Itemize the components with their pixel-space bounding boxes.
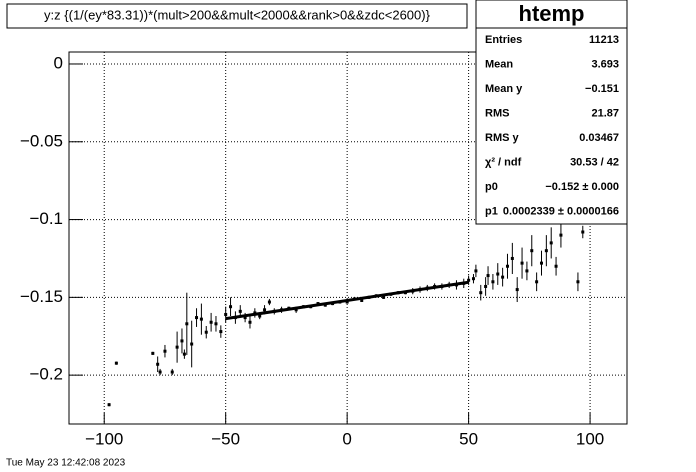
point	[515, 288, 519, 292]
point	[195, 316, 199, 320]
point	[294, 308, 298, 312]
stats-header-box	[475, 0, 628, 29]
stats-label: RMS y	[485, 132, 520, 144]
x-tick-label: 50	[459, 429, 478, 448]
point	[163, 349, 167, 353]
point	[520, 261, 524, 265]
point	[549, 241, 553, 245]
point	[243, 316, 247, 320]
point	[539, 261, 543, 265]
point	[185, 322, 189, 326]
stats-value: 0.0002339 ± 0.0000166	[503, 205, 619, 217]
point	[199, 317, 203, 321]
stats-title: htemp	[519, 1, 585, 26]
point	[229, 305, 233, 309]
point	[467, 278, 471, 282]
point	[525, 269, 529, 273]
point	[471, 277, 475, 281]
stats-label: Mean	[485, 58, 513, 70]
point	[238, 309, 242, 313]
footer: Tue May 23 12:42:08 2023	[6, 458, 126, 469]
point	[544, 249, 548, 253]
stats-value: 0.03467	[579, 132, 619, 144]
point	[267, 300, 271, 304]
point	[581, 230, 585, 234]
y-tick-label: 0	[54, 53, 63, 72]
point	[158, 370, 162, 374]
point	[484, 284, 488, 288]
point	[505, 264, 509, 268]
x-tick-label: −50	[211, 429, 240, 448]
stats-label: Mean y	[485, 83, 523, 95]
point	[535, 280, 539, 284]
point	[258, 314, 262, 318]
x-tick-label: 0	[342, 429, 351, 448]
stats-value: −0.152 ± 0.000	[545, 181, 619, 193]
x-tick-label: 100	[576, 429, 604, 448]
y-tick-label: −0.05	[20, 131, 63, 150]
stats-label: p0	[485, 181, 498, 193]
point	[491, 280, 495, 284]
title-box	[6, 3, 468, 29]
point	[530, 249, 534, 253]
stats-value: 21.87	[591, 107, 619, 119]
point	[219, 330, 223, 334]
stats-box	[475, 27, 628, 225]
point	[263, 308, 267, 312]
point	[180, 339, 184, 343]
point	[345, 300, 349, 304]
point	[114, 361, 118, 365]
point	[156, 362, 160, 366]
stats-label: RMS	[485, 107, 509, 119]
point	[204, 330, 208, 334]
chart-title: y:z {(1/(ey*83.31))*(mult>200&&mult<2000…	[44, 7, 431, 22]
point	[175, 345, 179, 349]
stats-value: −0.151	[585, 83, 619, 95]
point	[382, 295, 386, 299]
point	[501, 275, 505, 279]
point	[479, 291, 483, 295]
point	[190, 342, 194, 346]
y-tick-label: −0.15	[20, 287, 63, 306]
point	[214, 322, 218, 326]
point	[224, 312, 228, 316]
point	[474, 269, 478, 273]
point	[486, 274, 490, 278]
point	[107, 403, 111, 407]
point	[209, 320, 213, 324]
point	[559, 233, 563, 237]
y-tick-label: −0.2	[29, 365, 63, 384]
point	[248, 320, 252, 324]
point	[510, 256, 514, 260]
y-tick-label: −0.1	[29, 209, 63, 228]
point	[170, 370, 174, 374]
fit-line	[225, 280, 469, 321]
point	[576, 280, 580, 284]
point	[151, 351, 155, 355]
stats-label: Entries	[485, 34, 522, 46]
point	[182, 352, 186, 356]
stats-label: χ² / ndf	[485, 156, 522, 168]
x-tick-label: −100	[85, 429, 123, 448]
point	[554, 264, 558, 268]
stats-value: 11213	[589, 34, 619, 46]
point	[496, 272, 500, 276]
stats-label: p1	[485, 205, 498, 217]
point	[360, 298, 364, 302]
stats-value: 3.693	[591, 58, 619, 70]
stats-value: 30.53 / 42	[570, 156, 619, 168]
